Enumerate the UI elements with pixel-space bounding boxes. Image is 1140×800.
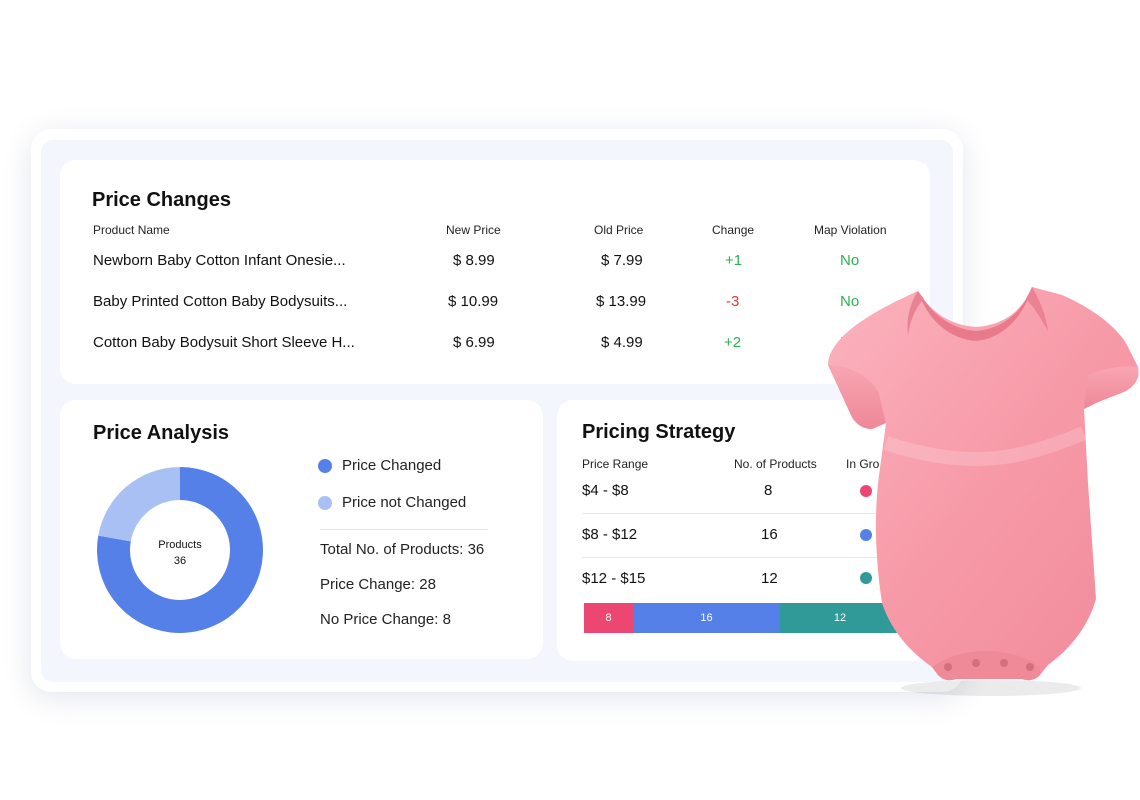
- product-name[interactable]: Cotton Baby Bodysuit Short Sleeve H...: [93, 334, 355, 351]
- legend-label: Price not Changed: [342, 494, 467, 511]
- price-changes-title: Price Changes: [92, 189, 231, 211]
- header-price-range: Price Range: [582, 457, 649, 471]
- price-change-value: +1: [725, 252, 743, 269]
- row-divider: [582, 557, 912, 558]
- baby-onesie-image: [828, 287, 1139, 696]
- legend-dot: [318, 458, 332, 473]
- product-name[interactable]: Newborn Baby Cotton Infant Onesie...: [93, 252, 346, 269]
- bar-segment: 8: [584, 603, 633, 633]
- donut-slice-price-not-changed: [98, 467, 180, 542]
- group-dot: [860, 485, 872, 497]
- header-in-group: In Gro: [846, 457, 880, 471]
- header-old-price: Old Price: [594, 223, 644, 237]
- header-new-price: New Price: [446, 223, 501, 237]
- header-map-violation: Map Violation: [814, 223, 887, 237]
- price-range: $4 - $8: [582, 482, 629, 499]
- donut-center-label: Products: [158, 539, 202, 551]
- pricing-strategy-title: Pricing Strategy: [582, 421, 736, 443]
- legend-label: Price Changed: [342, 457, 442, 474]
- stat-no-price-change: No Price Change: 8: [320, 611, 451, 628]
- header-change: Change: [712, 223, 755, 237]
- donut-center-value: 36: [174, 555, 186, 567]
- divider: [320, 529, 488, 530]
- bar-segment: 12: [780, 603, 900, 633]
- price-range: $12 - $15: [582, 570, 646, 587]
- old-price: $ 7.99: [601, 252, 643, 269]
- new-price: $ 10.99: [448, 293, 499, 310]
- bar-segment: 16: [633, 603, 780, 633]
- price-changes-card: [60, 160, 930, 384]
- legend-price-not-changed: Price not Changed: [318, 494, 466, 511]
- product-count: 8: [764, 482, 773, 499]
- map-violation-value: No: [840, 252, 860, 269]
- map-violation-value: No: [840, 293, 860, 310]
- legend-dot: [318, 495, 332, 510]
- header-product-name: Product Name: [93, 223, 170, 237]
- legend-price-changed: Price Changed: [318, 457, 441, 474]
- new-price: $ 8.99: [453, 252, 495, 269]
- donut-slice-price-changed: [97, 467, 263, 633]
- price-change-value: +2: [724, 334, 742, 351]
- product-count: 16: [761, 526, 778, 543]
- group-dot: [860, 572, 872, 584]
- old-price: $ 13.99: [596, 293, 647, 310]
- product-name[interactable]: Baby Printed Cotton Baby Bodysuits...: [93, 293, 348, 310]
- header-no-of-products: No. of Products: [734, 457, 817, 471]
- row-divider: [582, 513, 912, 514]
- price-change-value: -3: [726, 293, 740, 310]
- donut-chart: Products 36: [97, 467, 263, 633]
- stat-price-change: Price Change: 28: [320, 576, 436, 593]
- new-price: $ 6.99: [453, 334, 495, 351]
- old-price: $ 4.99: [601, 334, 643, 351]
- price-range: $8 - $12: [582, 526, 638, 543]
- stat-total-products: Total No. of Products: 36: [320, 541, 485, 558]
- product-count: 12: [761, 570, 778, 587]
- group-dot: [860, 529, 872, 541]
- price-analysis-title: Price Analysis: [93, 422, 230, 444]
